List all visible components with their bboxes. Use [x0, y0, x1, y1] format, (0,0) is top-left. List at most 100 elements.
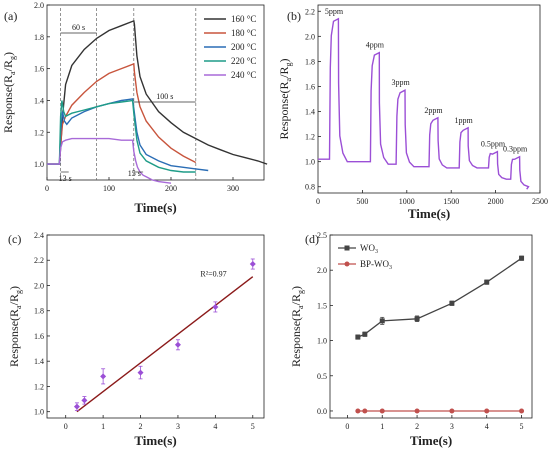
x-axis-label: Time(s) — [134, 433, 176, 448]
legend-label: 160 °C — [231, 14, 256, 24]
legend-label: 220 °C — [231, 56, 256, 66]
y-tick-label: 1.8 — [34, 307, 44, 316]
y-tick-label: 1.2 — [34, 382, 44, 391]
legend-label: 180 °C — [231, 28, 256, 38]
series-line — [318, 17, 530, 190]
y-tick-label: 2.0 — [34, 281, 44, 290]
y-tick-label: 0.8 — [305, 183, 315, 192]
data-point — [81, 397, 88, 404]
series-line — [47, 62, 197, 165]
x-tick-label: 4 — [485, 422, 489, 431]
data-point — [249, 261, 256, 268]
peak-label: 1ppm — [455, 116, 474, 125]
x-tick-label: 2500 — [532, 197, 548, 206]
x-tick-label: 2000 — [488, 197, 504, 206]
data-point — [484, 408, 490, 414]
legend-label: 240 °C — [231, 70, 256, 80]
series-line — [357, 257, 522, 338]
y-axis-label: Response(Ra/Rg) — [277, 59, 293, 140]
peak-label: 0.5ppm — [481, 140, 506, 149]
panel-label: (b) — [287, 9, 301, 23]
data-point — [484, 279, 490, 285]
series-line — [47, 137, 172, 184]
y-tick-label: 0.5 — [317, 372, 327, 381]
data-point — [449, 300, 455, 306]
y-tick-label: 1.6 — [34, 332, 44, 341]
y-tick-label: 1.0 — [317, 337, 327, 346]
annotation-text: 15 s — [128, 169, 141, 178]
r-squared-label: R²=0.97 — [200, 270, 226, 279]
y-tick-label: 1.2 — [305, 133, 315, 142]
x-axis-label: Time(s) — [408, 206, 450, 221]
axes-frame — [46, 4, 265, 181]
x-tick-label: 3 — [176, 422, 180, 431]
series-line — [47, 19, 268, 165]
data-point — [414, 408, 420, 414]
x-tick-label: 2 — [139, 422, 143, 431]
x-tick-label: 500 — [356, 197, 368, 206]
legend-label: BP-WO3 — [360, 259, 392, 271]
y-tick-label: 2.4 — [34, 231, 44, 240]
y-tick-label: 1.8 — [305, 57, 315, 66]
fit-line — [76, 276, 254, 413]
data-point — [414, 316, 420, 322]
x-tick-label: 2 — [415, 422, 419, 431]
data-point — [379, 318, 385, 324]
legend-marker — [344, 245, 350, 251]
peak-label: 4ppm — [366, 41, 385, 50]
data-point — [355, 334, 361, 340]
x-tick-label: 0 — [316, 197, 320, 206]
x-axis-label: Time(s) — [134, 200, 176, 215]
data-point — [362, 408, 368, 414]
data-point — [519, 408, 525, 414]
x-axis-label: Time(s) — [410, 433, 452, 448]
peak-label: 2ppm — [424, 106, 443, 115]
panel-label: (c) — [8, 232, 21, 246]
y-tick-label: 0.0 — [317, 407, 327, 416]
y-tick-label: 1.4 — [34, 96, 44, 105]
data-point — [212, 303, 219, 310]
data-point — [137, 369, 144, 376]
y-axis-label: Response(Ra/Rg) — [1, 52, 17, 133]
y-tick-label: 2.0 — [305, 32, 315, 41]
x-tick-label: 1 — [101, 422, 105, 431]
legend-label: WO3 — [360, 243, 378, 255]
x-tick-label: 5 — [520, 422, 524, 431]
y-tick-label: 2.0 — [317, 266, 327, 275]
y-tick-label: 1.6 — [34, 65, 44, 74]
y-tick-label: 1.5 — [317, 301, 327, 310]
data-point — [449, 408, 455, 414]
axes-frame — [46, 234, 265, 419]
x-tick-label: 0 — [64, 422, 68, 431]
annotation-text: 13 s — [59, 174, 72, 183]
data-point — [100, 373, 107, 380]
x-tick-label: 4 — [213, 422, 217, 431]
legend-label: 200 °C — [231, 42, 256, 52]
data-point — [379, 408, 385, 414]
panel-label: (d) — [305, 232, 319, 246]
legend-marker — [344, 261, 350, 267]
annotation-text: 60 s — [72, 23, 85, 32]
series-line — [47, 98, 209, 172]
y-tick-label: 1.4 — [34, 357, 44, 366]
x-tick-label: 1000 — [399, 197, 415, 206]
x-tick-label: 1500 — [443, 197, 459, 206]
data-point — [73, 403, 80, 410]
y-tick-label: 2.2 — [305, 7, 315, 16]
y-tick-label: 2.2 — [34, 256, 44, 265]
y-tick-label: 1.2 — [34, 128, 44, 137]
x-tick-label: 200 — [165, 184, 177, 193]
x-tick-label: 3 — [450, 422, 454, 431]
data-point — [355, 408, 361, 414]
axes-frame — [329, 234, 533, 419]
axes-frame — [317, 4, 541, 194]
y-axis-label: Response(Ra/Rg) — [289, 286, 305, 367]
y-tick-label: 2.0 — [34, 1, 44, 10]
x-tick-label: 0 — [345, 422, 349, 431]
peak-label: 5ppm — [325, 7, 344, 16]
x-tick-label: 0 — [45, 184, 49, 193]
y-tick-label: 1.0 — [34, 408, 44, 417]
data-point — [362, 331, 368, 337]
data-point — [519, 255, 525, 261]
